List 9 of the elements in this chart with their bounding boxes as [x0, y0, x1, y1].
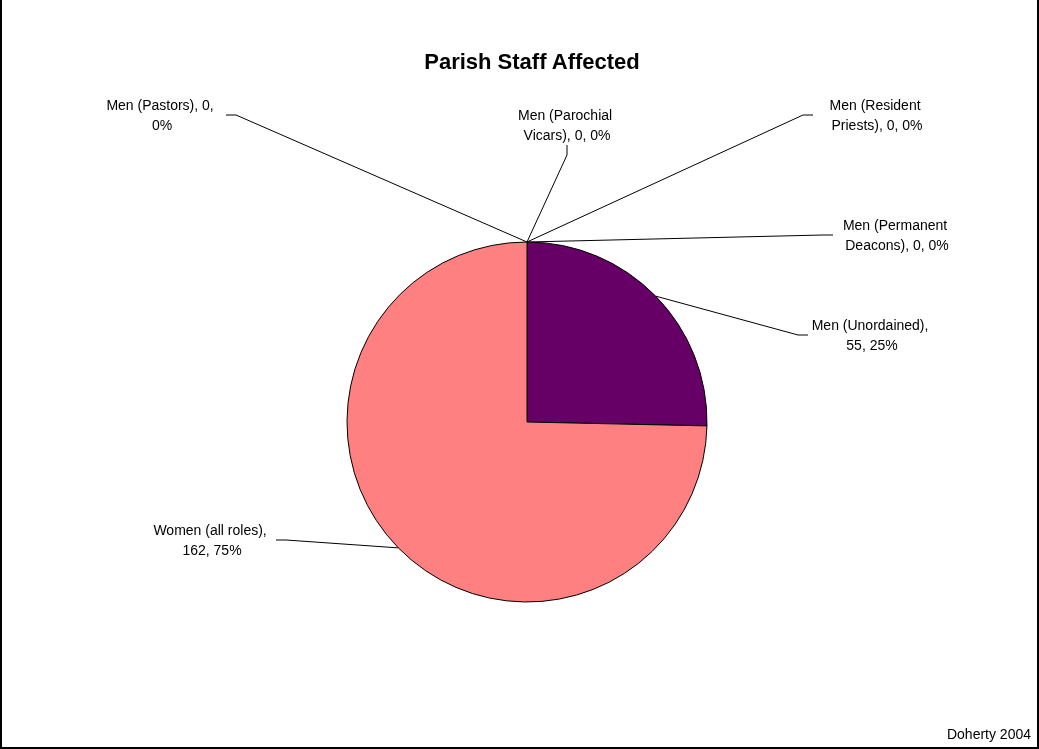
category-label: Men (Resident Priests), 0, 0% [829, 97, 923, 133]
text: Doherty 2004 [946, 726, 1032, 742]
category-label: Men (Pastors), 0, [106, 97, 214, 113]
category-label: Men (Permanent Deacons), 0, 0% [842, 217, 949, 253]
text: 0% [151, 117, 173, 133]
slice-label: Men (Unordained), 55, 25% [811, 317, 933, 353]
category-label: Men (Parochial Vicars), 0, 0% [517, 107, 613, 143]
chart-title: Parish Staff Affected [424, 48, 640, 74]
slice-label: Women (all roles), 162, 75% [153, 522, 271, 558]
